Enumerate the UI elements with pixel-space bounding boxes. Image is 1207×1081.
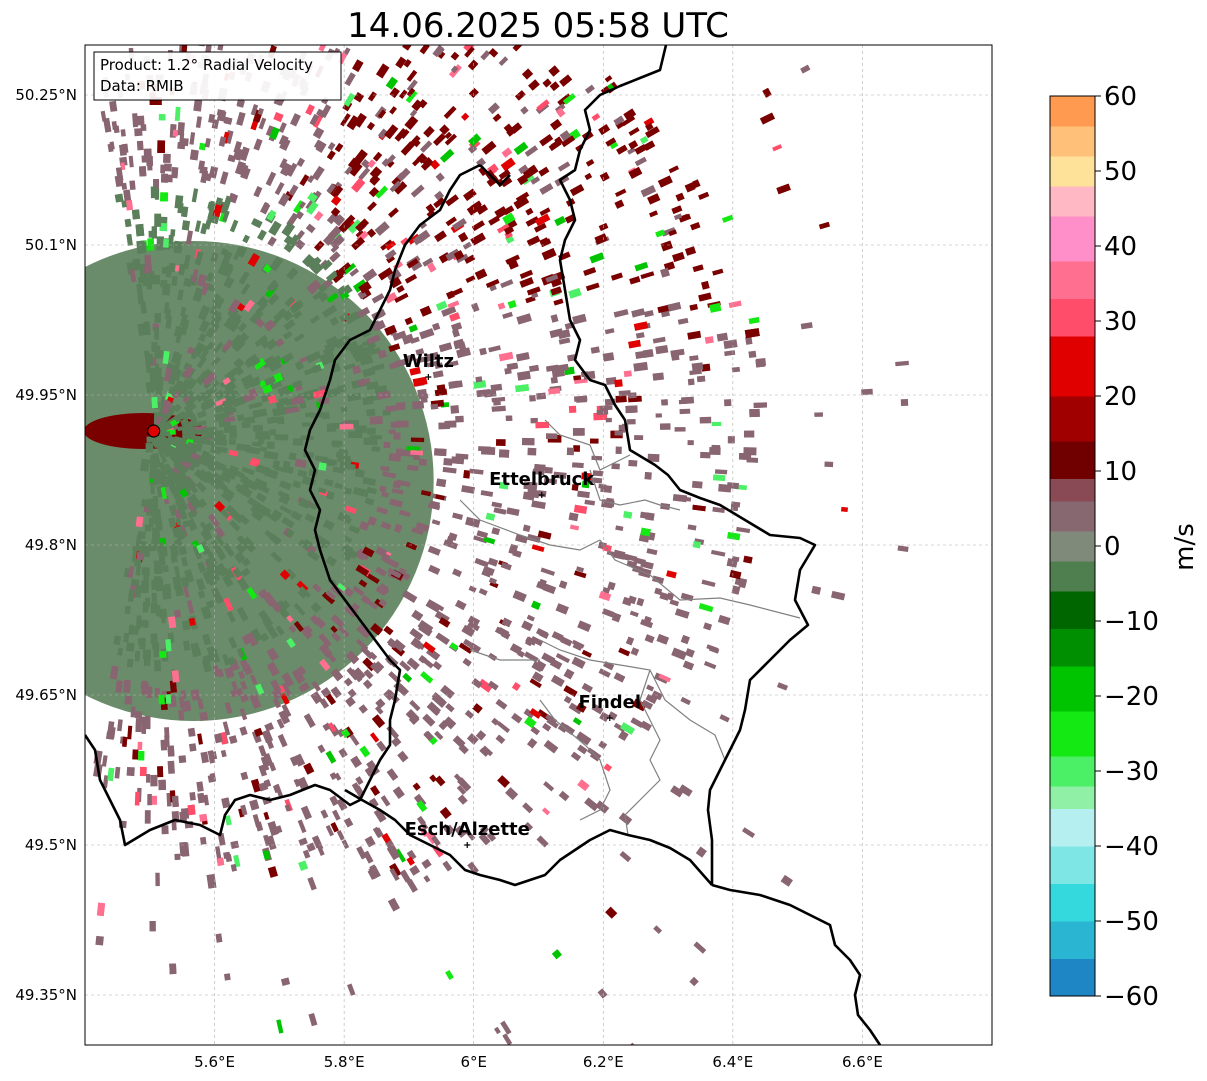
colorbar-swatches <box>1050 96 1095 997</box>
colorbar-swatch <box>1050 396 1095 442</box>
colorbar-tick-label: −30 <box>1104 757 1159 787</box>
colorbar-tick-label: −20 <box>1104 682 1159 712</box>
colorbar-swatch <box>1050 756 1095 787</box>
colorbar-swatch <box>1050 336 1095 397</box>
lon-tick-label: 6.2°E <box>583 1053 624 1071</box>
colorbar-tick-label: 10 <box>1104 457 1137 487</box>
city-marker <box>425 374 432 380</box>
lon-tick-label: 6.6°E <box>842 1053 883 1071</box>
lon-tick-label: 6°E <box>460 1053 487 1071</box>
radar-site-marker <box>147 424 161 438</box>
lat-tick-label: 49.95°N <box>15 386 77 404</box>
colorbar-swatch <box>1050 958 1095 997</box>
lat-tick-label: 50.25°N <box>15 86 77 104</box>
colorbar-swatch <box>1050 96 1095 127</box>
colorbar-ticks: 60 50 40 30 20 10 0 −10 −20 −30 −40 −50 −60 <box>1095 82 1159 1012</box>
lon-tick-label: 5.6°E <box>194 1053 235 1071</box>
colorbar-swatch <box>1050 441 1095 479</box>
colorbar-swatch <box>1050 711 1095 757</box>
country-border <box>85 45 882 1045</box>
city-marker <box>464 842 471 848</box>
map-title: 14.06.2025 05:58 UTC <box>347 6 729 46</box>
latitude-tick-labels: 50.25°N 50.1°N 49.95°N 49.8°N 49.65°N 49.5°N 4… <box>15 86 77 1004</box>
colorbar-swatch <box>1050 591 1095 629</box>
lat-tick-label: 49.8°N <box>25 536 77 554</box>
city-label: Findel <box>578 692 641 713</box>
colorbar-swatch <box>1050 921 1095 959</box>
city-label: Wiltz <box>403 351 454 372</box>
map-frame <box>84 44 993 1046</box>
city-labels: Wiltz Ettelbruck Findel Esch/Alzette <box>403 351 641 848</box>
colorbar-unit-label: m/s <box>1170 523 1200 571</box>
info-source: Data: RMIB <box>100 77 184 95</box>
colorbar-tick-label: −40 <box>1104 832 1159 862</box>
lon-tick-label: 5.8°E <box>324 1053 365 1071</box>
canton-boundaries <box>459 419 801 836</box>
city-marker <box>538 492 545 498</box>
colorbar-swatch <box>1050 478 1095 502</box>
lat-tick-label: 49.5°N <box>25 836 77 854</box>
colorbar-tick-label: 20 <box>1104 382 1137 412</box>
lon-tick-label: 6.4°E <box>712 1053 753 1071</box>
lat-tick-label: 49.35°N <box>15 986 77 1004</box>
colorbar-swatch <box>1050 531 1095 562</box>
longitude-tick-labels: 5.6°E 5.8°E 6°E 6.2°E 6.4°E 6.6°E <box>194 1053 883 1071</box>
lat-tick-label: 50.1°N <box>25 236 77 254</box>
colorbar-swatch <box>1050 126 1095 157</box>
lat-tick-label: 49.65°N <box>15 686 77 704</box>
borders-layer <box>85 45 882 1045</box>
colorbar-tick-label: 0 <box>1104 532 1121 562</box>
colorbar-tick-label: −10 <box>1104 607 1159 637</box>
colorbar-swatch <box>1050 186 1095 217</box>
colorbar-swatch <box>1050 561 1095 592</box>
colorbar-swatch <box>1050 156 1095 187</box>
colorbar-tick-label: 60 <box>1104 82 1137 112</box>
city-marker <box>606 715 613 721</box>
colorbar-swatch <box>1050 298 1095 337</box>
colorbar-tick-label: 40 <box>1104 232 1137 262</box>
colorbar-swatch <box>1050 261 1095 299</box>
colorbar-tick-label: −60 <box>1104 982 1159 1012</box>
colorbar-swatch <box>1050 883 1095 922</box>
colorbar-tick-label: 50 <box>1104 157 1137 187</box>
info-box: Product: 1.2° Radial Velocity Data: RMIB <box>93 51 342 101</box>
colorbar-swatch <box>1050 786 1095 809</box>
city-label: Esch/Alzette <box>405 819 530 840</box>
city-label: Ettelbruck <box>489 469 595 490</box>
colorbar-tick-label: 30 <box>1104 307 1137 337</box>
colorbar-swatch <box>1050 846 1095 884</box>
colorbar-swatch <box>1050 628 1095 667</box>
colorbar: 60 50 40 30 20 10 0 −10 −20 −30 −40 −50 −60 m/s <box>1049 82 1200 1012</box>
colorbar-tick-label: −50 <box>1104 907 1159 937</box>
colorbar-swatch <box>1050 216 1095 262</box>
info-product: Product: 1.2° Radial Velocity <box>100 56 313 74</box>
colorbar-swatch <box>1050 501 1095 532</box>
colorbar-swatch <box>1050 666 1095 712</box>
colorbar-swatch <box>1050 808 1095 847</box>
